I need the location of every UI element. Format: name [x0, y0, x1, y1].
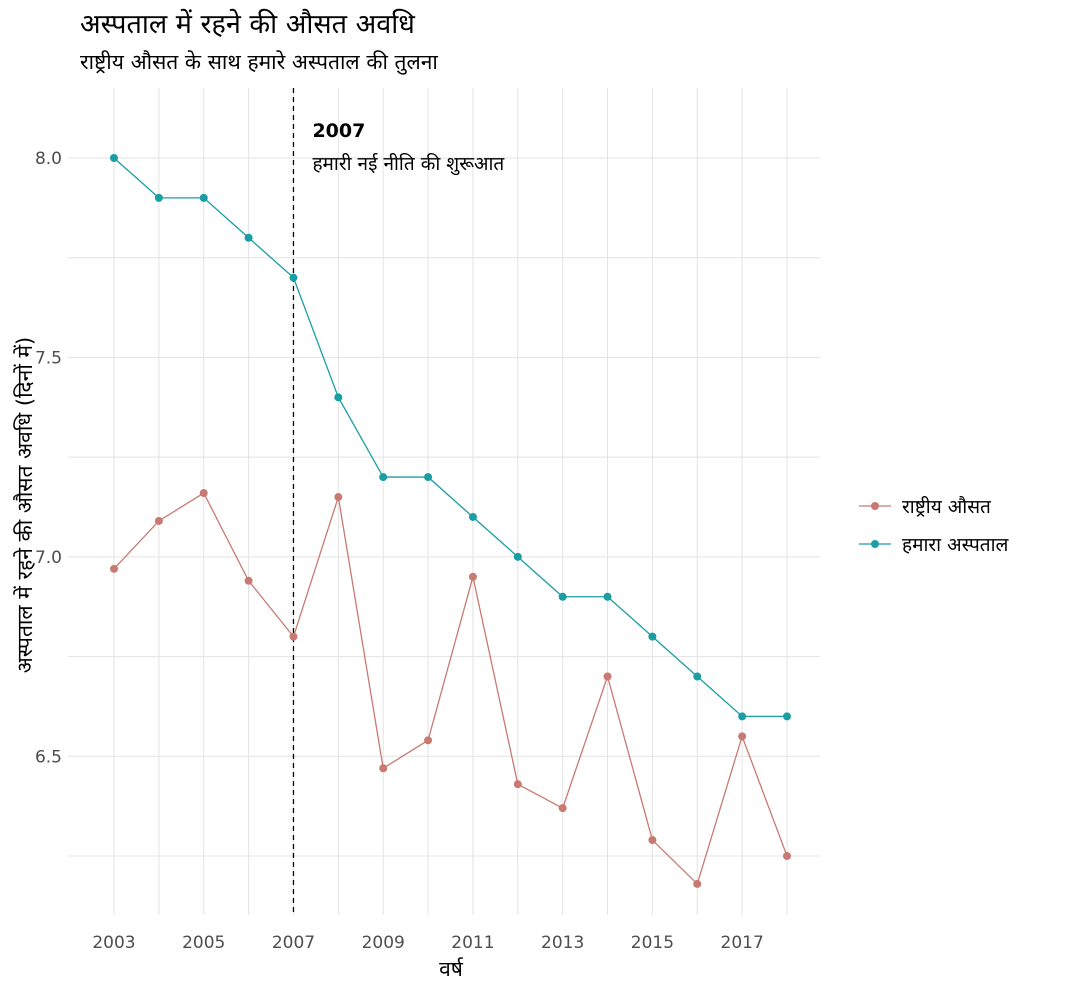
legend-key-point	[871, 502, 879, 510]
chart-title: अस्पताल में रहने की औसत अवधि	[80, 9, 415, 40]
series-1	[110, 489, 791, 888]
x-tick-label: 2007	[272, 933, 315, 953]
data-point	[154, 516, 163, 525]
data-point	[379, 764, 388, 773]
x-axis-label: वर्ष	[439, 957, 463, 981]
x-tick-label: 2013	[541, 933, 584, 953]
data-point	[289, 273, 298, 282]
data-point	[334, 393, 343, 402]
data-point	[468, 572, 477, 581]
data-point	[154, 193, 163, 202]
data-point	[648, 632, 657, 641]
data-point	[468, 512, 477, 521]
annotation-year: 2007	[312, 120, 365, 142]
chart-subtitle: राष्ट्रीय औसत के साथ हमारे अस्पताल की तु…	[80, 50, 438, 74]
data-point	[244, 233, 253, 242]
data-point	[424, 473, 433, 482]
series-2	[110, 154, 791, 721]
x-tick-labels: 2003 2005 2007 2009 2011 2013 2015 2017	[92, 933, 763, 953]
data-point	[513, 552, 522, 561]
y-tick-label: 6.5	[35, 747, 62, 767]
legend-label: हमारा अस्पताल	[902, 534, 1010, 556]
data-point	[244, 576, 253, 585]
series-group	[110, 154, 791, 888]
data-point	[648, 836, 657, 845]
data-point	[424, 736, 433, 745]
data-point	[110, 564, 118, 573]
data-point	[558, 592, 567, 601]
data-point	[783, 712, 791, 721]
data-point	[693, 672, 702, 681]
data-point	[289, 632, 298, 641]
data-point	[379, 473, 388, 482]
data-point	[513, 780, 522, 789]
legend-key-point	[871, 540, 879, 548]
data-point	[603, 672, 612, 681]
y-tick-labels: 6.5 7.0 7.5 8.0	[35, 149, 62, 767]
policy-annotation: 2007 हमारी नई नीति की शुरूआत	[312, 120, 505, 176]
series-line	[113, 157, 787, 718]
x-tick-label: 2015	[631, 933, 674, 953]
x-tick-label: 2011	[451, 933, 494, 953]
data-point	[558, 804, 567, 813]
x-tick-label: 2005	[182, 933, 225, 953]
legend-label: राष्ट्रीय औसत	[902, 495, 992, 518]
series-line	[113, 492, 788, 886]
data-point	[738, 732, 747, 741]
annotation-text: हमारी नई नीति की शुरूआत	[312, 152, 505, 176]
legend: राष्ट्रीय औसत हमारा अस्पताल	[859, 495, 1010, 556]
x-tick-label: 2017	[721, 933, 764, 953]
y-tick-label: 8.0	[35, 149, 62, 169]
x-tick-label: 2003	[92, 933, 135, 953]
data-point	[738, 712, 747, 721]
data-point	[334, 493, 343, 502]
data-point	[603, 592, 612, 601]
y-tick-label: 7.0	[35, 548, 62, 568]
data-point	[199, 489, 208, 498]
data-point	[783, 852, 791, 860]
data-point	[199, 193, 208, 202]
grid-lines	[68, 88, 820, 915]
data-point	[693, 879, 702, 888]
data-point	[110, 154, 118, 162]
x-tick-label: 2009	[362, 933, 405, 953]
y-tick-label: 7.5	[35, 348, 62, 368]
